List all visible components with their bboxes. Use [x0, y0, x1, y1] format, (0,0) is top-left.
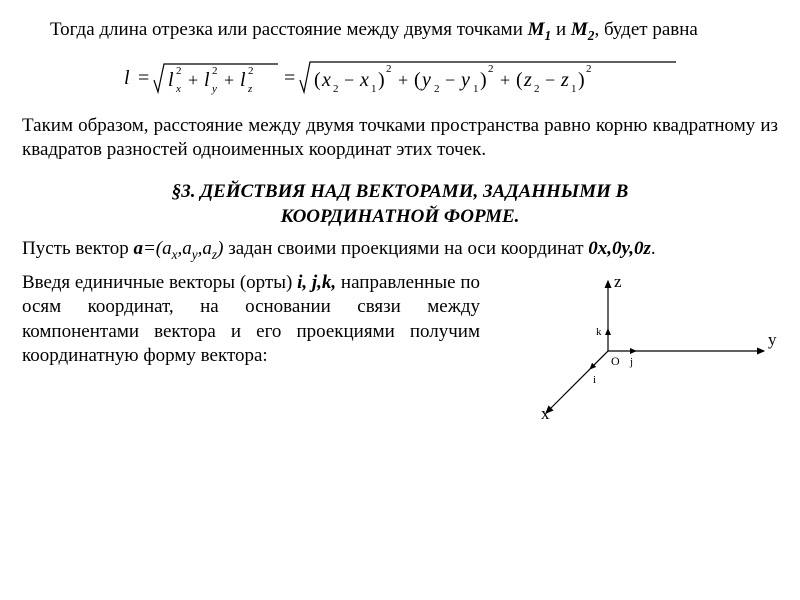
svg-text:2: 2 — [176, 65, 182, 77]
vector-a: a — [133, 238, 143, 259]
text: Введя единичные векторы (орты) — [22, 272, 297, 293]
svg-text:y: y — [420, 69, 431, 91]
svg-text:(: ( — [314, 69, 321, 91]
text: Пусть вектор — [22, 238, 133, 259]
heading-line-1: §3. ДЕЙСТВИЯ НАД ВЕКТОРАМИ, ЗАДАННЫМИ В — [172, 181, 629, 202]
k-label: k — [596, 326, 602, 338]
unit-vectors-paragraph: Введя единичные векторы (орты) i, j,k, н… — [22, 271, 480, 368]
text: , будет равна — [594, 19, 697, 40]
svg-text:l: l — [124, 67, 130, 89]
i-label: i — [593, 374, 596, 386]
text: и — [551, 19, 571, 40]
svg-text:z: z — [560, 69, 569, 91]
distance-formula: l = l x 2 + l y 2 + l z 2 = ( x 2 − — [22, 54, 778, 102]
origin-label: O — [611, 354, 620, 368]
svg-text:2: 2 — [488, 63, 494, 75]
axes-names: 0x,0y,0z — [588, 238, 651, 259]
unit-vectors-ijk: i, j,k, — [297, 272, 336, 293]
svg-text:l: l — [240, 69, 246, 91]
svg-text:=: = — [284, 67, 295, 89]
section-heading: §3. ДЕЙСТВИЯ НАД ВЕКТОРАМИ, ЗАДАННЫМИ В … — [22, 180, 778, 229]
j-label: j — [629, 356, 633, 368]
svg-text:): ) — [578, 69, 585, 91]
svg-text:z: z — [523, 69, 532, 91]
svg-text:2: 2 — [212, 65, 218, 77]
svg-text:): ) — [378, 69, 385, 91]
svg-text:1: 1 — [473, 83, 479, 95]
svg-text:+: + — [224, 70, 234, 90]
point-m1: M1 — [528, 19, 552, 40]
svg-text:+: + — [188, 70, 198, 90]
svg-text:x: x — [359, 69, 369, 91]
svg-text:2: 2 — [333, 83, 339, 95]
coordinate-axes-diagram: z y x k j i O — [498, 271, 778, 421]
svg-text:=: = — [138, 67, 149, 89]
conclusion-paragraph: Таким образом, расстояние между двумя то… — [22, 114, 778, 163]
svg-text:+: + — [398, 70, 408, 90]
vector-def-paragraph: Пусть вектор a=(ax,ay,az) задан своими п… — [22, 237, 778, 263]
y-label: y — [768, 330, 777, 349]
x-label: x — [541, 404, 550, 421]
svg-text:y: y — [459, 69, 470, 91]
heading-line-2: КООРДИНАТНОЙ ФОРМЕ. — [281, 206, 520, 227]
svg-text:2: 2 — [586, 63, 592, 75]
svg-text:−: − — [445, 70, 455, 90]
svg-text:2: 2 — [248, 65, 254, 77]
text: =(ax,ay,az) — [143, 238, 223, 259]
svg-text:l: l — [204, 69, 210, 91]
svg-text:1: 1 — [371, 83, 377, 95]
z-label: z — [614, 272, 622, 291]
svg-text:2: 2 — [434, 83, 440, 95]
svg-text:x: x — [175, 83, 181, 95]
text: задан своими проекциями на оси координат — [223, 238, 588, 259]
svg-text:(: ( — [414, 69, 421, 91]
svg-text:−: − — [545, 70, 555, 90]
svg-text:1: 1 — [571, 83, 577, 95]
text: Таким образом, расстояние между двумя то… — [22, 115, 778, 160]
svg-text:): ) — [480, 69, 487, 91]
svg-text:2: 2 — [534, 83, 540, 95]
svg-text:y: y — [211, 83, 217, 95]
point-m2: M2 — [571, 19, 595, 40]
svg-text:l: l — [168, 69, 174, 91]
text: Тогда длина отрезка или расстояние между… — [50, 19, 528, 40]
svg-text:x: x — [321, 69, 331, 91]
svg-text:(: ( — [516, 69, 523, 91]
i-unit-vector — [590, 351, 608, 369]
svg-text:z: z — [247, 83, 253, 95]
svg-text:−: − — [344, 70, 354, 90]
intro-paragraph: Тогда длина отрезка или расстояние между… — [22, 18, 778, 44]
text: . — [651, 238, 656, 259]
svg-text:2: 2 — [386, 63, 392, 75]
svg-text:+: + — [500, 70, 510, 90]
